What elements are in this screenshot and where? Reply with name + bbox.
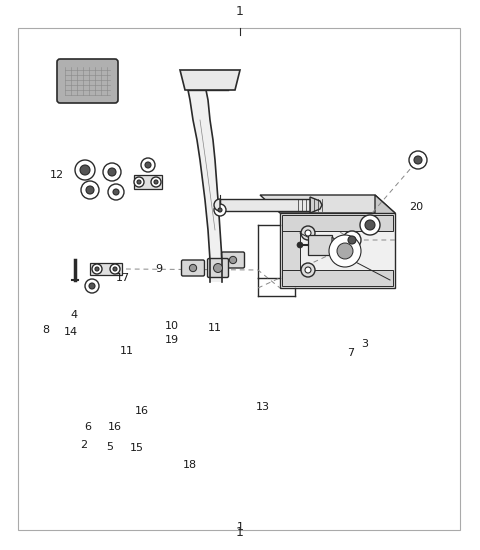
Text: 12: 12 (49, 170, 64, 180)
Text: 9: 9 (155, 265, 162, 274)
Circle shape (113, 189, 119, 195)
Circle shape (305, 267, 311, 273)
Text: 10: 10 (165, 321, 179, 331)
Circle shape (134, 177, 144, 187)
Text: 15: 15 (130, 443, 144, 453)
Circle shape (80, 165, 90, 175)
Circle shape (151, 177, 161, 187)
Circle shape (81, 181, 99, 199)
Bar (282, 215, 393, 231)
Circle shape (214, 204, 226, 216)
Circle shape (85, 279, 99, 293)
Circle shape (108, 184, 124, 200)
Circle shape (305, 230, 311, 236)
Circle shape (137, 180, 141, 184)
Bar (282, 218, 300, 283)
FancyBboxPatch shape (207, 258, 228, 278)
Circle shape (337, 243, 353, 259)
Circle shape (214, 263, 223, 272)
Circle shape (108, 168, 116, 176)
Circle shape (86, 186, 94, 194)
Circle shape (409, 151, 427, 169)
Text: 2: 2 (81, 441, 87, 450)
Text: 20: 20 (409, 202, 424, 212)
Circle shape (154, 180, 158, 184)
Text: 16: 16 (134, 406, 149, 416)
Polygon shape (280, 213, 395, 288)
Text: 1: 1 (236, 5, 244, 18)
Text: 1: 1 (236, 525, 244, 538)
Circle shape (348, 236, 356, 244)
Circle shape (89, 283, 95, 289)
Circle shape (189, 265, 197, 272)
Polygon shape (180, 70, 240, 90)
Bar (134, 175, 162, 189)
Circle shape (145, 162, 151, 168)
Circle shape (218, 208, 222, 212)
Text: 7: 7 (347, 348, 354, 358)
Text: 1: 1 (237, 522, 243, 532)
Bar (282, 270, 393, 286)
Polygon shape (375, 195, 395, 288)
Text: 6: 6 (84, 422, 91, 432)
Circle shape (360, 215, 380, 235)
Circle shape (75, 160, 95, 180)
Text: 11: 11 (120, 346, 134, 356)
Circle shape (95, 267, 99, 271)
Polygon shape (310, 197, 322, 213)
Circle shape (301, 226, 315, 240)
Circle shape (365, 220, 375, 230)
Text: 11: 11 (208, 323, 222, 333)
Polygon shape (260, 195, 395, 213)
Text: 17: 17 (115, 273, 130, 283)
Polygon shape (188, 90, 222, 282)
Circle shape (414, 156, 422, 164)
Circle shape (103, 163, 121, 181)
FancyBboxPatch shape (221, 252, 244, 268)
Circle shape (113, 267, 117, 271)
Text: 4: 4 (71, 310, 78, 320)
Bar (308, 235, 332, 255)
FancyBboxPatch shape (181, 260, 204, 276)
Text: 3: 3 (361, 339, 368, 349)
Text: 16: 16 (108, 422, 122, 432)
Circle shape (141, 158, 155, 172)
Text: 5: 5 (106, 442, 113, 452)
Text: 14: 14 (64, 327, 78, 337)
Circle shape (297, 242, 303, 248)
FancyBboxPatch shape (57, 59, 118, 103)
Circle shape (110, 264, 120, 274)
Text: 18: 18 (182, 460, 197, 470)
Circle shape (301, 263, 315, 277)
Circle shape (329, 235, 361, 267)
Bar (220, 199, 310, 211)
Bar (90, 263, 122, 275)
Circle shape (343, 231, 361, 249)
Circle shape (92, 264, 102, 274)
Polygon shape (332, 237, 342, 253)
Wedge shape (214, 199, 220, 211)
Text: 13: 13 (256, 402, 270, 412)
Text: 8: 8 (42, 325, 49, 335)
Circle shape (229, 256, 237, 263)
Text: 19: 19 (165, 335, 179, 345)
